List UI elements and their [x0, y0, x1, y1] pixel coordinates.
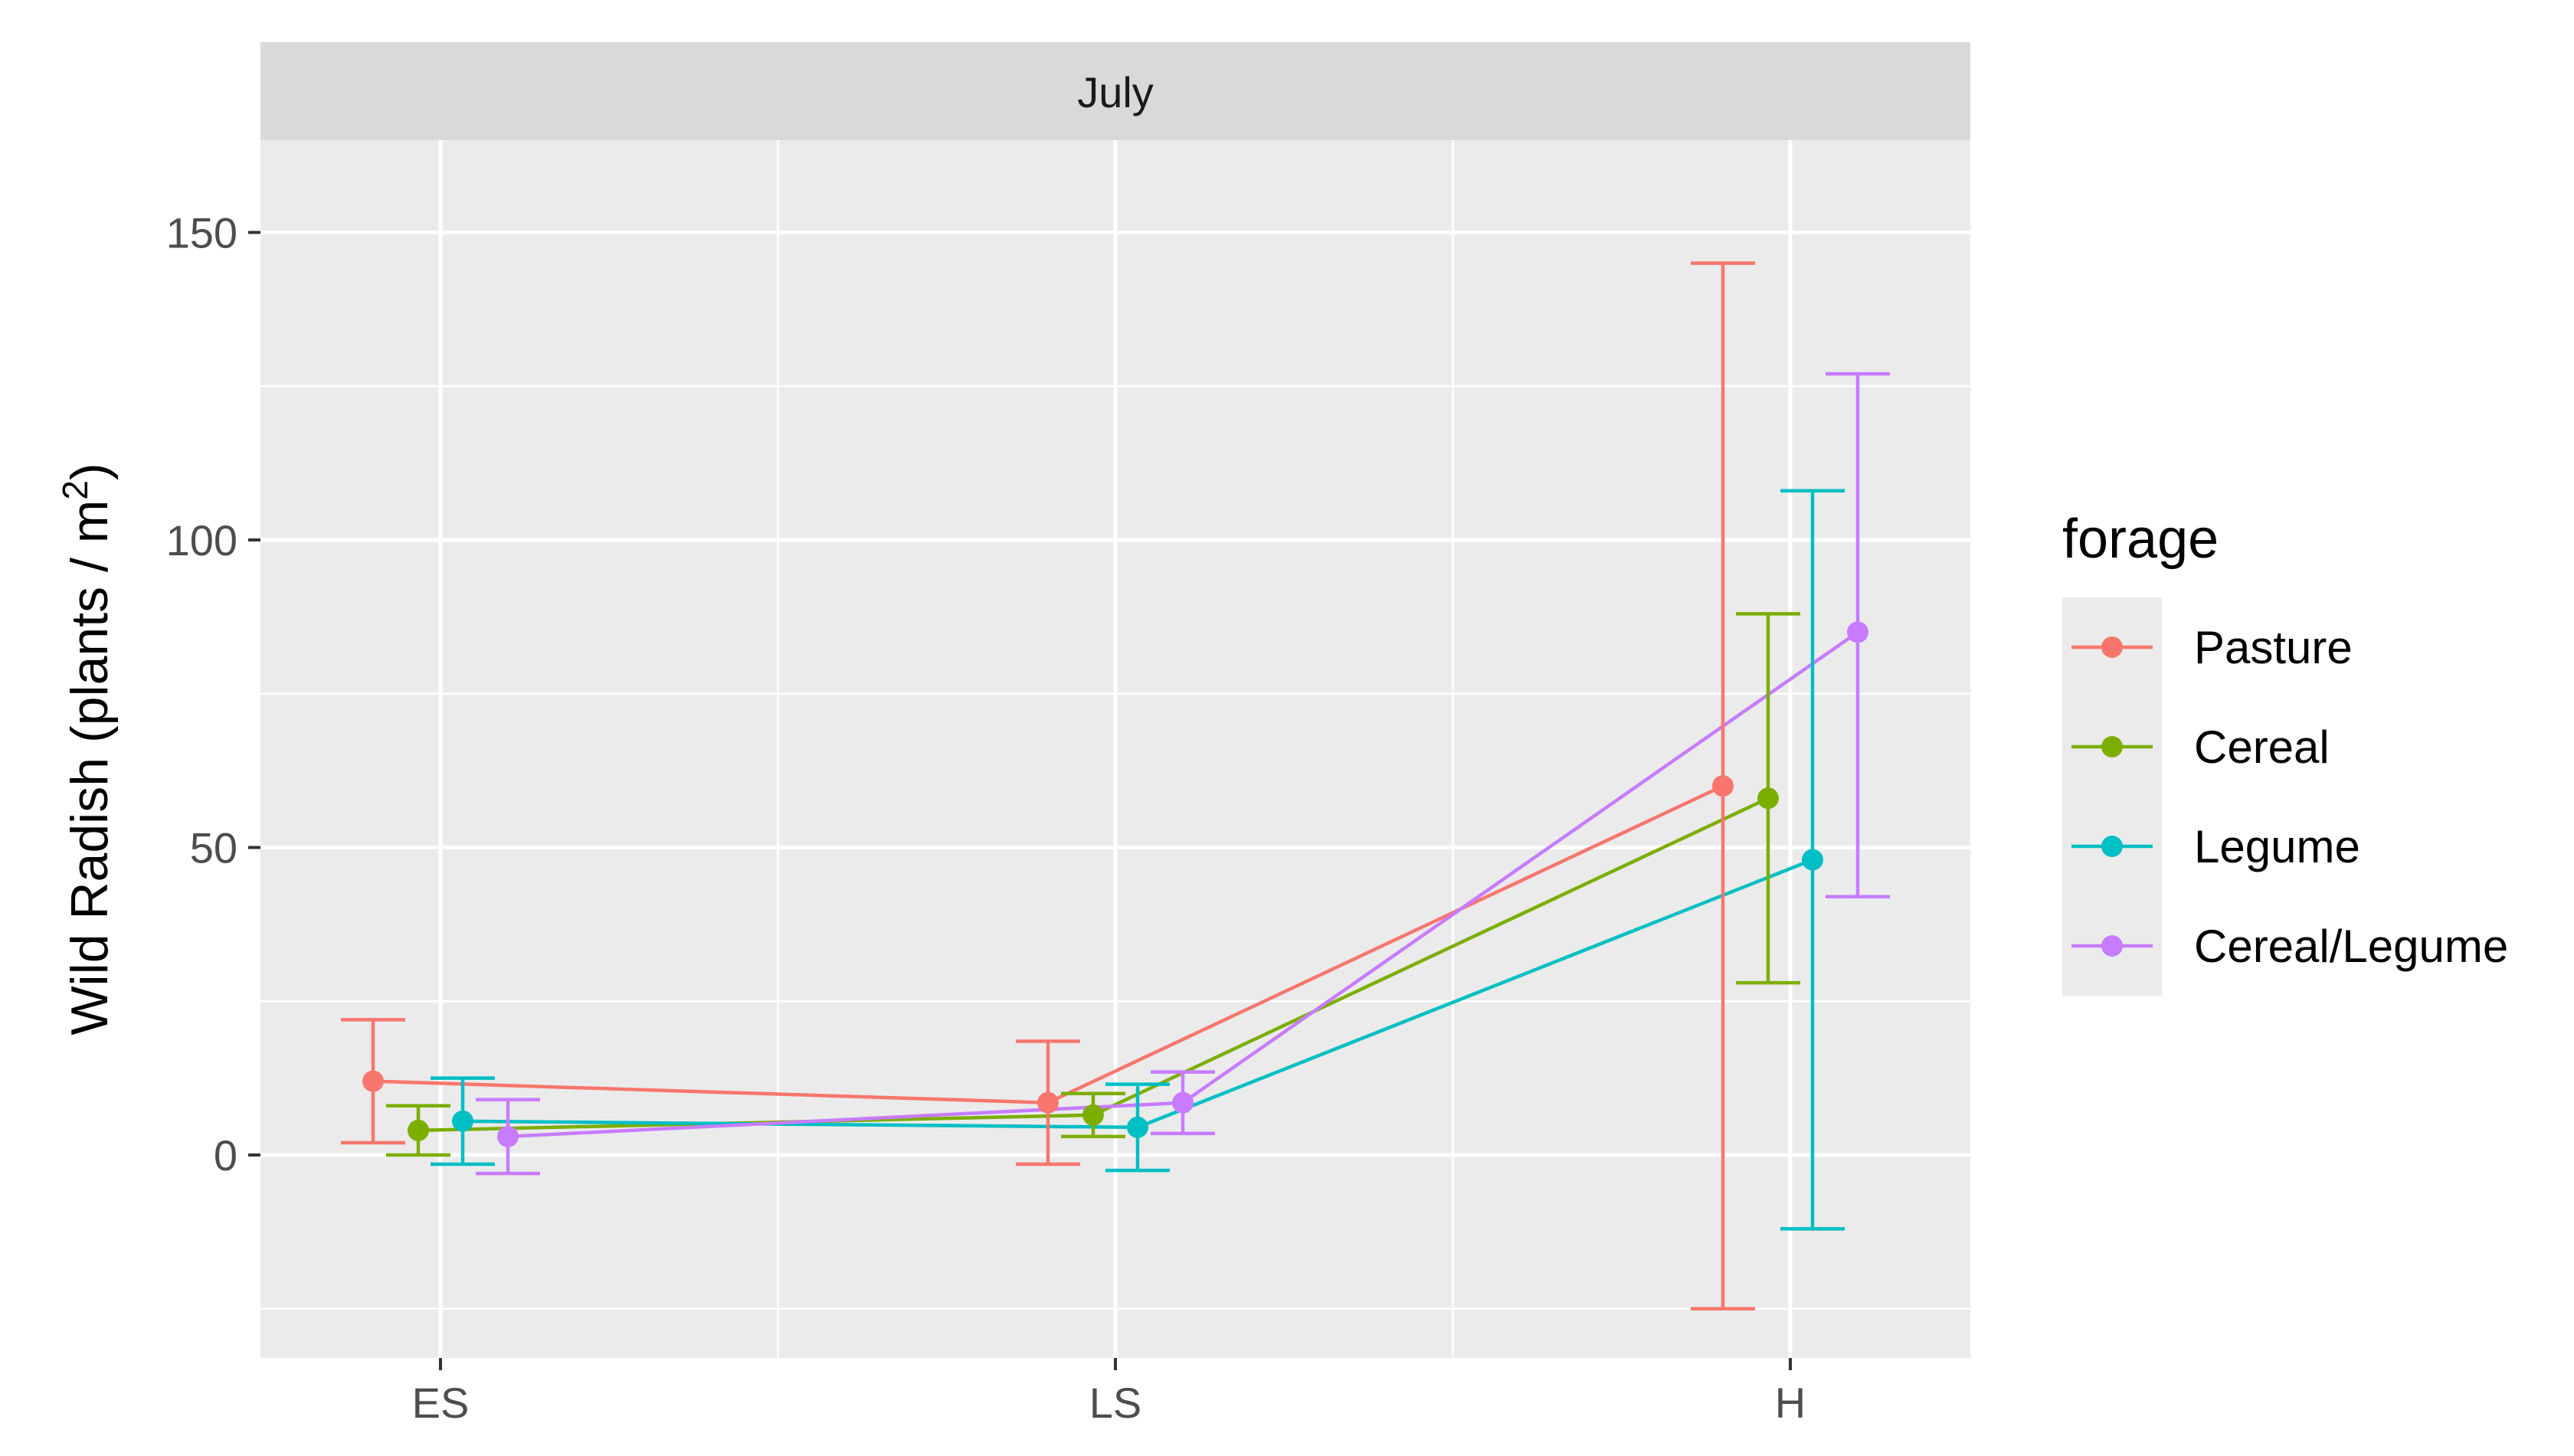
y-axis-title: Wild Radish (plants / m2): [55, 463, 119, 1035]
legend-key-point: [2101, 935, 2123, 957]
grid-major: [260, 140, 1970, 1358]
point-legume: [452, 1110, 473, 1132]
legend-key-point: [2101, 636, 2123, 658]
legend-label: Cereal: [2194, 721, 2330, 773]
legend-key-point: [2101, 736, 2123, 757]
y-tick-label: 100: [166, 516, 237, 564]
point-pasture: [362, 1070, 384, 1092]
x-tick-label: ES: [412, 1379, 470, 1427]
legend-label: Cereal/Legume: [2194, 921, 2508, 972]
y-tick-label: 0: [214, 1131, 237, 1180]
legend-label: Pasture: [2194, 622, 2353, 673]
y-axis-ticks: 0 50 100 150: [166, 208, 260, 1180]
point-pasture: [1712, 775, 1734, 797]
legend-item-cereal-legume: Cereal/Legume: [2071, 921, 2508, 972]
point-legume: [1127, 1116, 1148, 1138]
legend-label: Legume: [2194, 821, 2360, 872]
y-tick-label: 50: [190, 823, 237, 872]
x-tick-label: LS: [1089, 1379, 1142, 1427]
point-cereal: [408, 1119, 429, 1141]
y-axis-title-superscript: 2: [55, 480, 95, 500]
facet-strip: [260, 42, 1970, 140]
data-points: [362, 621, 1868, 1147]
legend-item-cereal: Cereal: [2071, 721, 2330, 773]
legend-title: forage: [2062, 509, 2219, 570]
point-cereal-legume: [497, 1125, 519, 1147]
x-tick-label: H: [1775, 1379, 1806, 1427]
legend-items: Pasture Cereal Legume Cereal/Legume: [2062, 597, 2508, 996]
legend-key-background: [2062, 597, 2162, 996]
point-cereal: [1082, 1104, 1104, 1126]
point-cereal: [1757, 787, 1779, 810]
facet-strip-label: July: [1077, 68, 1154, 116]
point-cereal-legume: [1847, 621, 1868, 643]
point-cereal-legume: [1172, 1091, 1194, 1114]
legend-item-pasture: Pasture: [2071, 622, 2353, 673]
point-legume: [1802, 849, 1823, 871]
legend: forage Pasture Cereal Legume Cereal/Legume: [2062, 509, 2508, 996]
point-pasture: [1037, 1091, 1059, 1114]
legend-key-point: [2101, 836, 2123, 857]
legend-item-legume: Legume: [2071, 821, 2360, 872]
y-tick-label: 150: [166, 208, 237, 257]
x-axis-ticks: ES LS H: [412, 1358, 1806, 1427]
